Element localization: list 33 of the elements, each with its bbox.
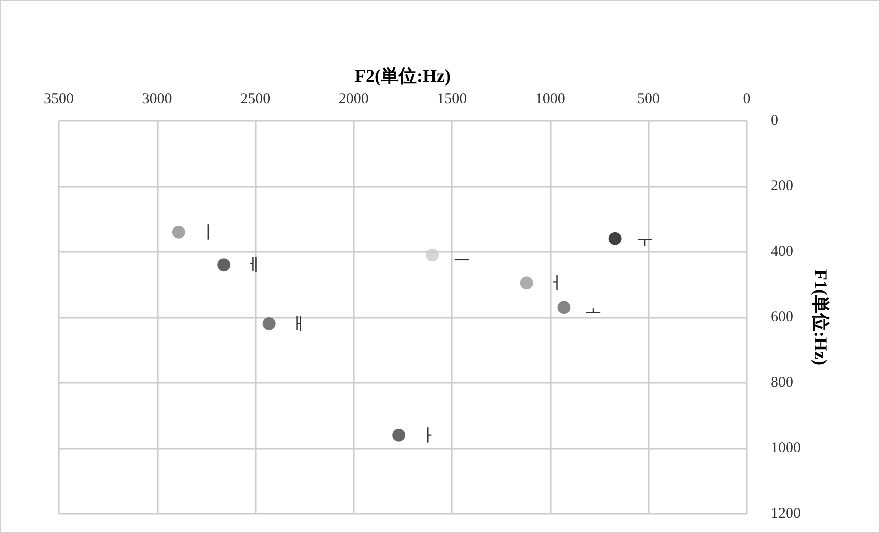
x-tick-label: 3000 (142, 92, 172, 108)
series-label: ㅣ (199, 222, 218, 242)
point (262, 318, 276, 331)
series-label: ㅐ (290, 314, 308, 334)
x-tick-label: 1000 (535, 92, 566, 108)
x-tick-label: 2000 (338, 92, 369, 108)
point (218, 258, 231, 272)
point (558, 301, 571, 314)
x-tick-label: 0 (743, 92, 751, 108)
point (520, 276, 534, 290)
x-tick-label: 2500 (240, 92, 271, 108)
point (608, 232, 622, 246)
y-tick-label: 400 (771, 244, 794, 260)
point (172, 226, 186, 239)
y-tick-label: 0 (771, 113, 778, 129)
x-axis-title: F2(単位:Hz) (355, 66, 451, 86)
x-tick-label: 1500 (437, 92, 468, 108)
series-label: ㅡ (452, 245, 471, 266)
series-label: ㅔ (244, 255, 263, 276)
y-tick-label: 800 (771, 375, 794, 391)
y-tick-label: 600 (771, 310, 794, 326)
point (426, 248, 439, 262)
point (392, 428, 406, 442)
y-tick-label: 1000 (771, 440, 801, 456)
series-label: ㅏ (420, 425, 438, 446)
y-axis-title: F1(単位:Hz) (810, 270, 831, 366)
x-tick-label: 500 (637, 92, 660, 108)
y-tick-label: 1200 (771, 506, 801, 522)
series-label: ㅜ (636, 228, 654, 249)
series-label: ㅓ (547, 273, 566, 294)
y-tick-label: 200 (771, 178, 794, 194)
series-label: ㅗ (584, 298, 603, 318)
x-tick-label: 3500 (44, 92, 74, 108)
